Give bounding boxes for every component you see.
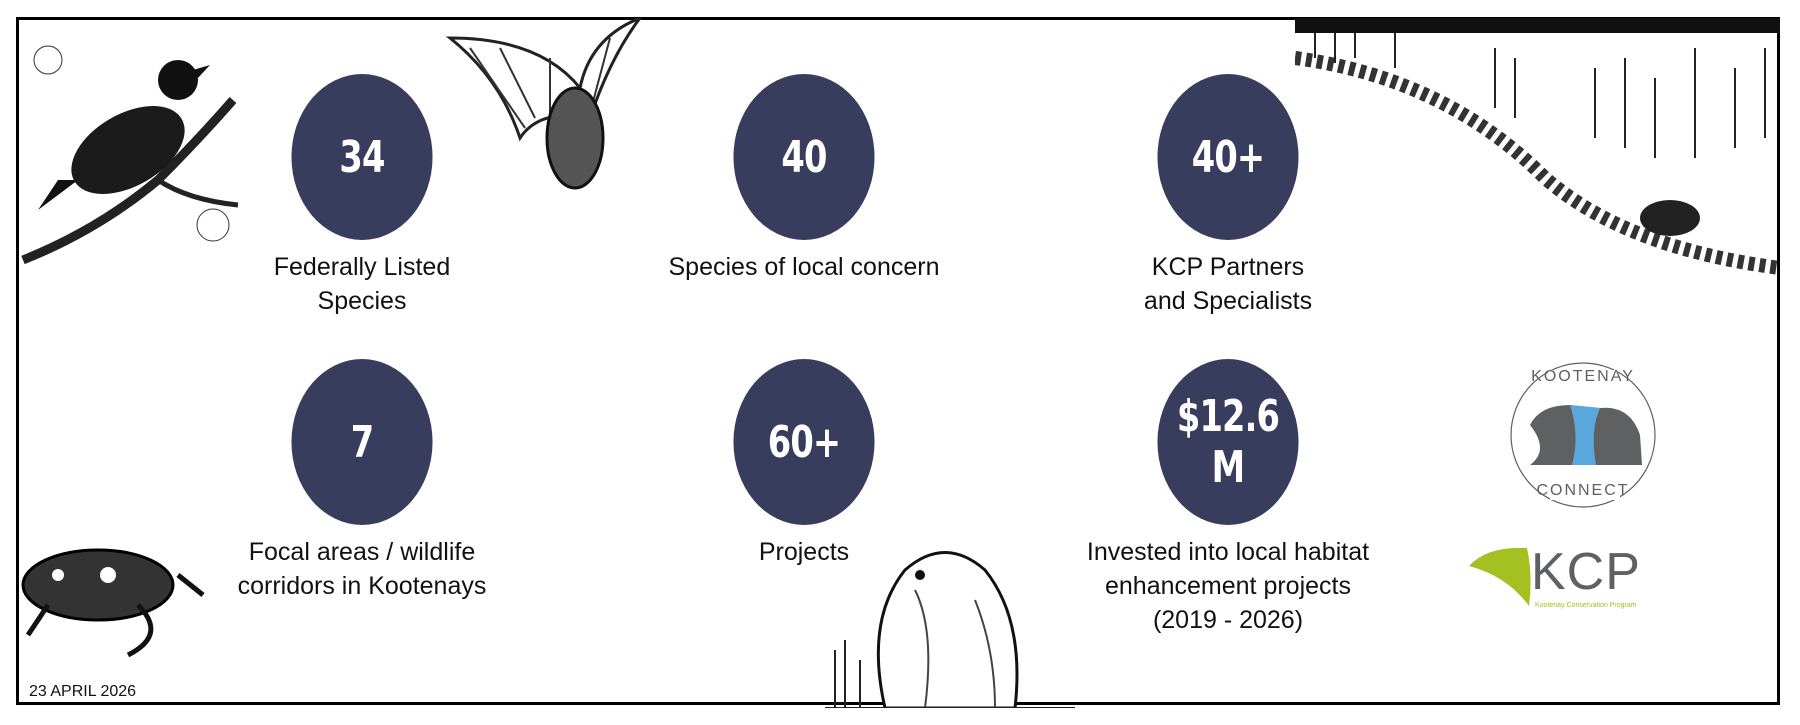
stat-value-circle: 40+ — [1157, 74, 1299, 240]
stat-value-circle: 40 — [733, 74, 875, 240]
stat-label: Invested into local habitat enhancement … — [1086, 538, 1370, 634]
bird-illustration — [21, 45, 239, 265]
kcp-logo: KCP Kootenay Conservation Program — [1467, 543, 1647, 616]
bat-illustration — [445, 18, 642, 190]
kcp-mark: KCP — [1531, 543, 1641, 601]
stat-label: KCP Partners and Specialists — [1143, 253, 1313, 315]
stat-label: Species of local concern — [668, 253, 940, 281]
beaver-illustration — [825, 551, 1075, 708]
date-label: 23 APRIL 2026 — [29, 683, 137, 700]
stat-focal-areas: 7 Focal areas / wildlife corridors in Ko… — [162, 359, 562, 603]
stat-label: Focal areas / wildlife corridors in Koot… — [237, 538, 487, 600]
stat-label: Federally Listed Species — [273, 253, 451, 315]
stat-value-circle: 34 — [291, 74, 433, 240]
stat-value-circle: $12.6 M — [1157, 359, 1299, 525]
kootenay-connect-bottom-text: CONNECT — [1536, 482, 1630, 499]
kootenay-connect-top-text: KOOTENAY — [1531, 368, 1635, 385]
bear-logo-mark — [1510, 362, 1656, 508]
stat-value-circle: 60+ — [733, 359, 875, 525]
stat-projects: 60+ Projects — [604, 359, 1004, 569]
stat-kcp-partners: 40+ KCP Partners and Specialists — [1028, 74, 1428, 318]
stat-label: Projects — [758, 538, 850, 566]
stat-value-circle: 7 — [291, 359, 433, 525]
stat-species-local-concern: 40 Species of local concern — [604, 74, 1004, 284]
frog-illustration — [21, 548, 205, 658]
stat-investment: $12.6 M Invested into local habitat enha… — [1028, 359, 1428, 637]
kcp-subtitle: Kootenay Conservation Program — [1535, 602, 1637, 609]
leaf-icon — [1469, 547, 1531, 606]
kootenay-connect-logo: KOOTENAY CONNECT — [1500, 350, 1666, 520]
river-illustration — [1295, 18, 1780, 275]
stat-federally-listed-species: 34 Federally Listed Species — [162, 74, 562, 318]
